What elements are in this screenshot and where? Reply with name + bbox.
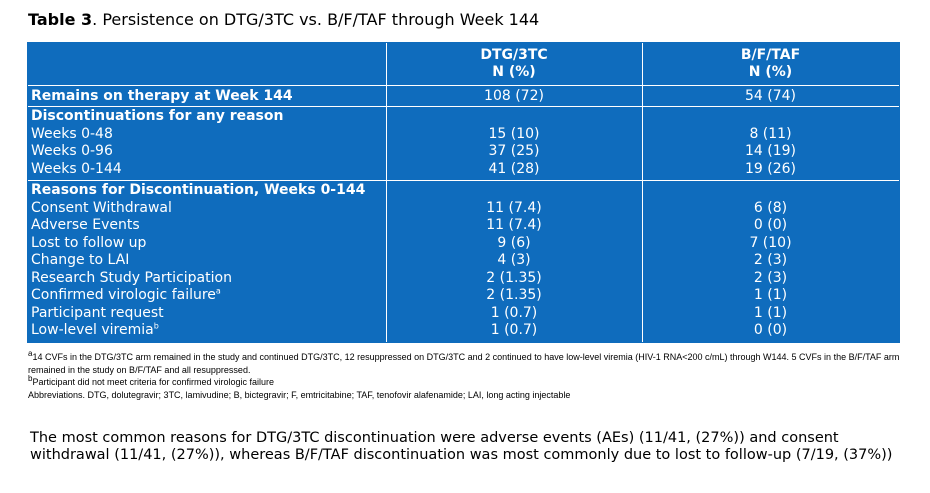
footnote-a-mark: a xyxy=(28,349,33,358)
remains-bft: 54 (74) xyxy=(744,88,796,104)
reasons-heading: Reasons for Discontinuation, Weeks 0-144 xyxy=(31,182,366,198)
header-bft: B/F/TAF N (%) xyxy=(642,43,899,85)
row-dtg-value: 15 (10) xyxy=(488,125,540,142)
footnote-a: a14 CVFs in the DTG/3TC arm remained in … xyxy=(28,349,908,376)
row-label-text: Low-level viremia xyxy=(31,322,154,338)
table-row: Research Study Participation 2 (1.35) 2 … xyxy=(28,270,899,288)
header-dtg: DTG/3TC N (%) xyxy=(386,43,642,85)
row-dtg-value: 2 (1.35) xyxy=(486,269,542,286)
footnote-b-mark: b xyxy=(28,374,33,383)
remains-dtg: 108 (72) xyxy=(484,88,544,104)
persistence-table: DTG/3TC N (%) B/F/TAF N (%) Remains on t… xyxy=(27,42,900,343)
table-title-text: . Persistence on DTG/3TC vs. B/F/TAF thr… xyxy=(92,10,540,29)
row-bft-value: 14 (19) xyxy=(744,143,796,159)
row-bft-value: 6 (8) xyxy=(753,199,788,216)
table-row: Consent Withdrawal 11 (7.4) 6 (8) xyxy=(28,200,899,218)
column-divider-2 xyxy=(642,43,643,342)
row-bft-value: 0 (0) xyxy=(753,217,788,233)
row-label: Weeks 0-96 xyxy=(31,143,113,159)
table-title: Table 3. Persistence on DTG/3TC vs. B/F/… xyxy=(28,10,539,29)
table-row: Weeks 0-96 37 (25) 14 (19) xyxy=(28,143,899,161)
reasons-heading-row: Reasons for Discontinuation, Weeks 0-144 xyxy=(28,182,899,200)
footnote-b: bParticipant did not meet criteria for c… xyxy=(28,374,908,389)
discontinuations-section: Discontinuations for any reason Weeks 0-… xyxy=(28,106,899,180)
row-dtg-value: 37 (25) xyxy=(488,143,540,159)
header-bft-name: B/F/TAF xyxy=(740,47,801,63)
row-label: Lost to follow up xyxy=(31,234,147,251)
row-dtg-value: 1 (0.7) xyxy=(490,304,538,321)
header-dtg-name: DTG/3TC xyxy=(480,47,548,63)
row-bft-value: 19 (26) xyxy=(744,160,796,177)
row-dtg-value: 9 (6) xyxy=(497,234,531,251)
footnote-marker: a xyxy=(215,286,221,296)
row-bft-value: 0 (0) xyxy=(753,322,788,338)
footnote-marker: b xyxy=(153,321,159,331)
reasons-section: Reasons for Discontinuation, Weeks 0-144… xyxy=(28,180,899,342)
row-bft-value: 2 (3) xyxy=(753,269,788,286)
row-bft-value: 1 (1) xyxy=(753,304,788,321)
row-label-text: Confirmed virologic failure xyxy=(31,287,216,303)
footnote-a-text: 14 CVFs in the DTG/3TC arm remained in t… xyxy=(28,352,900,375)
row-bft-value: 1 (1) xyxy=(753,287,788,303)
table-row: Change to LAI 4 (3) 2 (3) xyxy=(28,252,899,270)
row-label: Confirmed virologic failurea xyxy=(28,287,386,305)
table-row: Lost to follow up 9 (6) 7 (10) xyxy=(28,235,899,253)
table-footnotes: a14 CVFs in the DTG/3TC arm remained in … xyxy=(28,349,908,401)
row-label: Consent Withdrawal xyxy=(31,199,172,216)
row-label: Adverse Events xyxy=(31,217,140,233)
header-bft-unit: N (%) xyxy=(748,64,793,80)
column-divider-1 xyxy=(386,43,387,342)
table-row: Adverse Events 11 (7.4) 0 (0) xyxy=(28,217,899,235)
summary-paragraph: The most common reasons for DTG/3TC disc… xyxy=(30,430,893,463)
remains-row: Remains on therapy at Week 144 108 (72) … xyxy=(28,85,899,106)
discontinuations-heading-row: Discontinuations for any reason xyxy=(28,108,899,126)
row-dtg-value: 1 (0.7) xyxy=(490,322,538,338)
row-bft-value: 8 (11) xyxy=(749,125,792,142)
row-dtg-value: 41 (28) xyxy=(488,160,540,177)
row-bft-value: 7 (10) xyxy=(749,234,792,251)
row-dtg-value: 11 (7.4) xyxy=(486,217,542,233)
remains-label: Remains on therapy at Week 144 xyxy=(31,88,293,104)
footnote-b-text: Participant did not meet criteria for co… xyxy=(32,377,275,387)
header-dtg-unit: N (%) xyxy=(492,64,536,80)
row-label: Research Study Participation xyxy=(31,269,232,286)
row-label: Weeks 0-144 xyxy=(31,160,122,177)
row-dtg-value: 2 (1.35) xyxy=(486,287,542,303)
row-label: Change to LAI xyxy=(31,252,130,268)
row-label: Weeks 0-48 xyxy=(31,125,113,142)
table-header-row: DTG/3TC N (%) B/F/TAF N (%) xyxy=(28,43,899,85)
row-label: Low-level viremiab xyxy=(28,322,386,340)
row-label: Participant request xyxy=(31,304,164,321)
abbreviations: Abbreviations. DTG, dolutegravir; 3TC, l… xyxy=(28,389,571,400)
table-row: Participant request 1 (0.7) 1 (1) xyxy=(28,305,899,323)
table-row: Weeks 0-48 15 (10) 8 (11) xyxy=(28,126,899,144)
row-bft-value: 2 (3) xyxy=(753,252,788,268)
row-dtg-value: 11 (7.4) xyxy=(486,199,542,216)
table-row: Confirmed virologic failurea 2 (1.35) 1 … xyxy=(28,287,899,305)
table-row: Low-level viremiab 1 (0.7) 0 (0) xyxy=(28,322,899,340)
table-row: Weeks 0-144 41 (28) 19 (26) xyxy=(28,161,899,179)
discontinuations-heading: Discontinuations for any reason xyxy=(31,108,284,124)
header-empty-cell xyxy=(28,43,386,85)
row-dtg-value: 4 (3) xyxy=(497,252,531,268)
table-title-label: Table 3 xyxy=(28,10,93,29)
